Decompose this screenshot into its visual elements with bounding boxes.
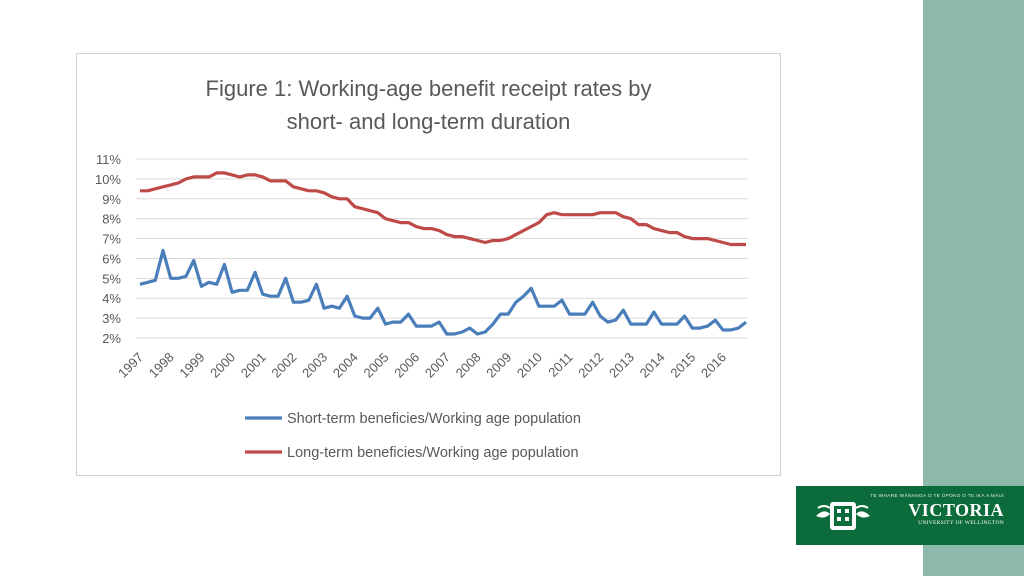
y-tick-label: 8% bbox=[102, 212, 121, 227]
x-tick-label: 2005 bbox=[361, 350, 392, 381]
series-lines bbox=[139, 171, 747, 336]
x-tick-label: 2015 bbox=[667, 350, 698, 381]
x-tick-label: 1999 bbox=[176, 350, 207, 381]
victoria-university-logo bbox=[796, 486, 1024, 545]
y-tick-label: 10% bbox=[95, 172, 121, 187]
x-tick-label: 2006 bbox=[391, 350, 422, 381]
logo-motto: TE WHARE WĀNANGA O TE ŪPOKO O TE IKA A M… bbox=[870, 494, 1004, 499]
crest-icon bbox=[816, 502, 870, 530]
legend: Short-term beneficies/Working age popula… bbox=[245, 411, 581, 461]
x-tick-label: 2012 bbox=[575, 350, 606, 381]
gridlines bbox=[136, 158, 748, 339]
y-tick-label: 6% bbox=[102, 251, 121, 266]
x-tick-label: 2002 bbox=[268, 350, 299, 381]
chart-title-line-1: Figure 1: Working-age benefit receipt ra… bbox=[205, 76, 652, 101]
x-tick-label: 2000 bbox=[207, 350, 238, 381]
side-decoration-band bbox=[923, 0, 1024, 576]
x-tick-label: 2010 bbox=[514, 350, 545, 381]
logo-name: VICTORIA bbox=[908, 500, 1004, 520]
chart-title: Figure 1: Working-age benefit receipt ra… bbox=[77, 72, 780, 138]
x-tick-label: 2013 bbox=[606, 350, 637, 381]
chart-title-line-2: short- and long-term duration bbox=[286, 109, 571, 134]
logo-subtitle: UNIVERSITY OF WELLINGTON bbox=[918, 520, 1004, 526]
x-tick-label: 1998 bbox=[146, 350, 177, 381]
y-tick-label: 5% bbox=[102, 271, 121, 286]
x-tick-label: 2011 bbox=[545, 350, 575, 380]
y-tick-label: 4% bbox=[102, 291, 121, 306]
y-tick-label: 3% bbox=[102, 311, 121, 326]
y-tick-label: 2% bbox=[102, 331, 121, 346]
x-tick-label: 2004 bbox=[330, 350, 361, 381]
x-tick-label: 2003 bbox=[299, 350, 330, 381]
y-tick-label: 9% bbox=[102, 192, 121, 207]
y-axis-ticks: 11% 10% 9% 8% 7% 6% 5% 4% 3% 2% bbox=[95, 152, 121, 346]
x-tick-label: 2001 bbox=[238, 350, 269, 381]
x-tick-label: 2008 bbox=[453, 350, 484, 381]
y-tick-label: 11% bbox=[96, 152, 121, 167]
x-tick-label: 2009 bbox=[483, 350, 514, 381]
legend-label: Long-term beneficies/Working age populat… bbox=[287, 445, 579, 461]
legend-label: Short-term beneficies/Working age popula… bbox=[287, 411, 581, 427]
x-tick-label: 2016 bbox=[698, 350, 729, 381]
x-axis-ticks: 1997 1998 1999 2000 2001 2002 2003 2004 2005 2006… bbox=[115, 350, 729, 381]
y-tick-label: 7% bbox=[102, 232, 121, 247]
x-tick-label: 1997 bbox=[115, 350, 146, 381]
series-short-term-line bbox=[139, 248, 747, 336]
x-tick-label: 2007 bbox=[422, 350, 453, 381]
series-long-term-line bbox=[140, 171, 746, 247]
x-tick-label: 2014 bbox=[637, 350, 668, 381]
